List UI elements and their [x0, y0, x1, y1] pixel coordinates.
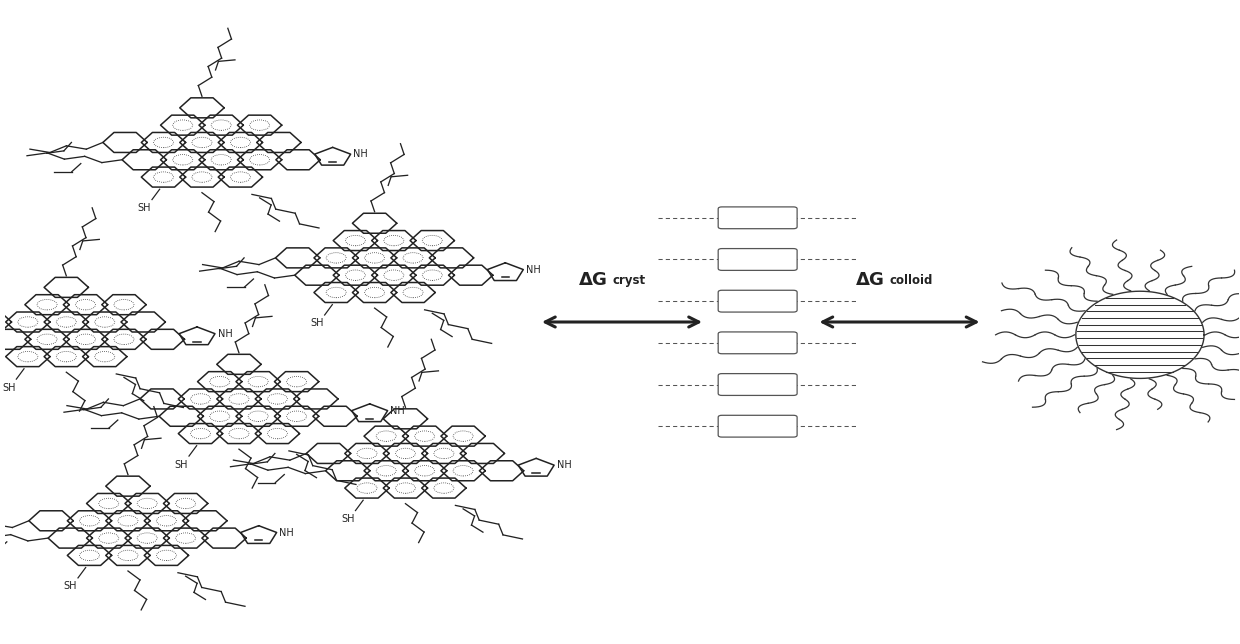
FancyBboxPatch shape [718, 290, 797, 312]
FancyBboxPatch shape [718, 332, 797, 354]
Text: SH: SH [175, 460, 188, 469]
Text: NH: NH [218, 329, 233, 339]
Text: NH: NH [279, 527, 294, 538]
Text: SH: SH [138, 203, 151, 213]
Text: NH: NH [353, 149, 368, 159]
FancyBboxPatch shape [718, 374, 797, 395]
Text: SH: SH [310, 319, 324, 328]
Text: SH: SH [2, 383, 16, 393]
Text: SH: SH [63, 582, 77, 591]
Text: $\mathbf{\Delta G}$: $\mathbf{\Delta G}$ [578, 271, 608, 289]
Text: SH: SH [341, 514, 355, 524]
FancyBboxPatch shape [718, 415, 797, 437]
FancyBboxPatch shape [718, 249, 797, 270]
Text: $\mathbf{\Delta G}$: $\mathbf{\Delta G}$ [856, 271, 884, 289]
Text: cryst: cryst [613, 274, 645, 287]
Text: NH: NH [391, 406, 405, 416]
Text: NH: NH [557, 460, 572, 470]
Text: NH: NH [526, 265, 541, 274]
Text: colloid: colloid [889, 274, 932, 287]
FancyBboxPatch shape [718, 207, 797, 229]
